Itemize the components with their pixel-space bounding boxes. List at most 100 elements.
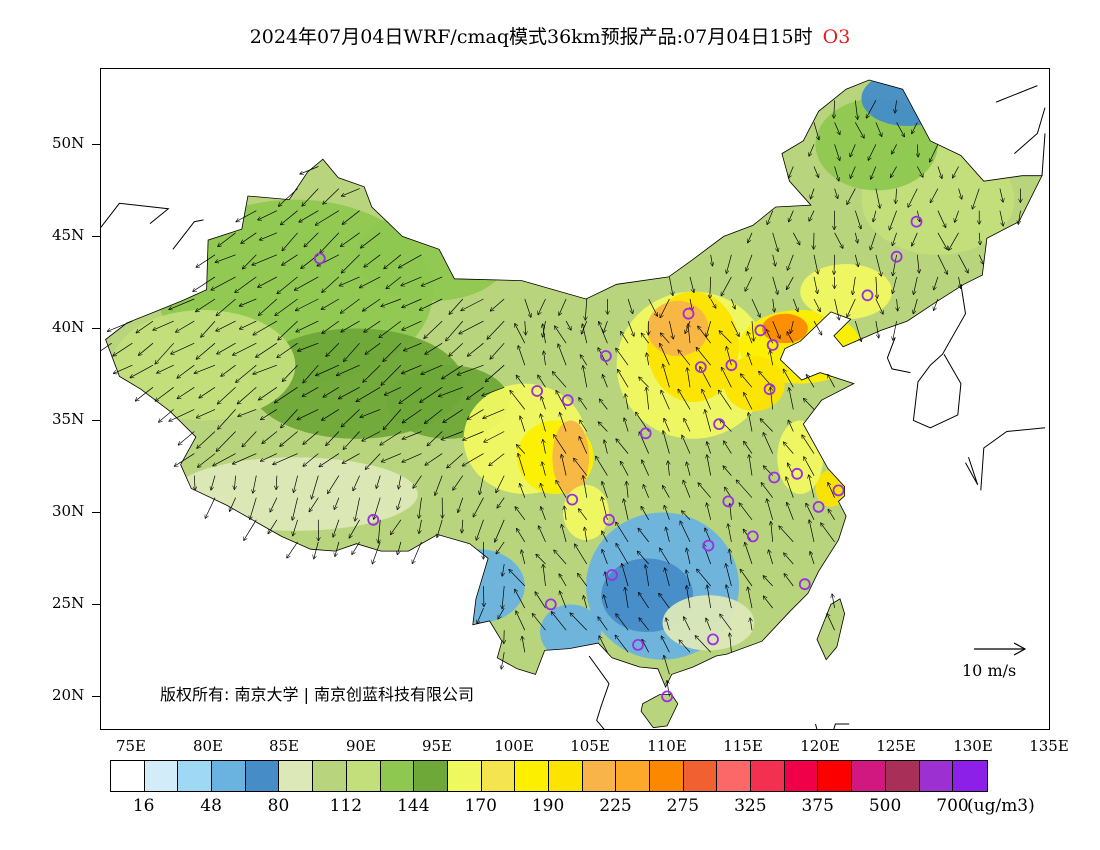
colorbar-swatch <box>717 761 752 791</box>
colorbar-label: 170 <box>464 796 497 816</box>
title-text: 2024年07月04日WRF/cmaq模式36km预报产品:07月04日15时 <box>249 26 813 48</box>
colorbar-swatch <box>279 761 314 791</box>
y-tick-label: 45N <box>52 226 85 244</box>
colorbar-unit: (ug/m3) <box>967 796 1035 816</box>
pollutant-label: O3 <box>822 26 851 48</box>
station-marker <box>561 394 574 407</box>
station-marker <box>632 639 644 651</box>
colorbar-swatch <box>447 761 482 791</box>
station-marker <box>722 495 735 508</box>
coastlines <box>101 85 1046 729</box>
colorbar-label: 700 <box>936 796 969 816</box>
colorbar-label: 80 <box>267 796 290 816</box>
station-marker <box>890 250 903 263</box>
china-o3-field <box>105 79 1043 729</box>
colorbar-swatch <box>885 761 920 791</box>
x-tick-label: 100E <box>494 737 534 755</box>
colorbar-swatch <box>818 761 853 791</box>
colorbar-label: 16 <box>132 796 155 816</box>
colorbar-swatch <box>245 761 280 791</box>
y-tick <box>92 512 100 513</box>
x-tick-label: 85E <box>268 737 300 755</box>
wind-scale-label: 10 m/s <box>962 661 1017 680</box>
station-marker <box>910 215 923 228</box>
y-tick-label: 30N <box>52 502 85 520</box>
y-tick-label: 25N <box>52 594 85 612</box>
copyright-text: 版权所有: 南京大学 | 南京创蓝科技有限公司 <box>160 685 475 704</box>
y-tick <box>92 604 100 605</box>
y-tick-label: 50N <box>52 134 85 152</box>
colorbar-swatch <box>313 761 347 791</box>
colorbar-swatch <box>919 761 954 791</box>
station-marker <box>768 471 781 484</box>
colorbar-label: 500 <box>868 796 902 816</box>
station-marker <box>746 530 759 543</box>
colorbar-swatch <box>346 761 381 791</box>
x-tick-label: 125E <box>876 737 916 755</box>
colorbar-label: 275 <box>666 796 700 816</box>
station-marker <box>754 324 767 337</box>
x-tick-label: 120E <box>800 737 840 755</box>
station-marker <box>798 578 811 591</box>
station-marker <box>367 513 380 526</box>
station-marker <box>702 539 715 552</box>
colorbar-swatch <box>616 761 650 791</box>
station-marker <box>713 418 725 431</box>
station-marker <box>707 633 719 646</box>
station-marker <box>313 252 326 265</box>
x-tick-label: 135E <box>1029 737 1069 755</box>
station-marker <box>531 385 544 397</box>
colorbar-swatch <box>683 761 718 791</box>
colorbar-label: 225 <box>599 796 632 816</box>
colorbar-swatch <box>751 761 785 791</box>
city-stations <box>313 215 923 703</box>
colorbar-swatch <box>784 761 819 791</box>
x-tick-label: 95E <box>421 737 453 755</box>
y-tick-label: 20N <box>52 686 85 704</box>
colorbar-swatch <box>380 761 415 791</box>
colorbar <box>110 760 988 792</box>
station-marker <box>766 339 779 351</box>
chart-title: 2024年07月04日WRF/cmaq模式36km预报产品:07月04日15时 O… <box>0 22 1100 49</box>
colorbar-swatch <box>481 761 516 791</box>
colorbar-label: 48 <box>200 796 222 816</box>
colorbar-swatch <box>144 761 179 791</box>
station-marker <box>694 361 707 374</box>
station-marker <box>603 513 615 526</box>
station-marker <box>566 493 579 506</box>
station-marker <box>544 598 557 611</box>
y-tick <box>92 696 100 697</box>
map-frame <box>100 68 1050 730</box>
station-marker <box>861 289 874 302</box>
colorbar-swatch <box>212 761 246 791</box>
wind-reference-arrow <box>974 642 1027 656</box>
colorbar-label: 112 <box>329 796 363 816</box>
colorbar-label: 375 <box>801 796 834 816</box>
y-tick <box>92 236 100 237</box>
colorbar-label: 144 <box>397 796 430 816</box>
x-tick-label: 115E <box>723 737 763 755</box>
colorbar-swatch <box>548 761 583 791</box>
y-tick-label: 40N <box>52 318 85 336</box>
y-tick-label: 35N <box>52 410 85 428</box>
x-tick-label: 90E <box>345 737 377 755</box>
colorbar-swatch <box>650 761 684 791</box>
station-marker <box>661 690 673 703</box>
y-tick <box>92 328 100 329</box>
colorbar-swatch <box>582 761 617 791</box>
x-tick-label: 110E <box>647 737 687 755</box>
colorbar-swatch <box>178 761 213 791</box>
station-marker <box>599 350 612 362</box>
colorbar-swatch <box>515 761 549 791</box>
colorbar-swatch <box>953 761 987 791</box>
station-marker <box>791 467 803 480</box>
x-tick-label: 105E <box>570 737 610 755</box>
x-tick-label: 130E <box>953 737 993 755</box>
station-marker <box>639 427 652 440</box>
colorbar-swatch <box>414 761 448 791</box>
colorbar-swatch <box>111 761 145 791</box>
y-tick <box>92 420 100 421</box>
station-marker <box>682 307 695 320</box>
station-marker <box>812 500 825 513</box>
colorbar-label: 325 <box>734 796 767 816</box>
